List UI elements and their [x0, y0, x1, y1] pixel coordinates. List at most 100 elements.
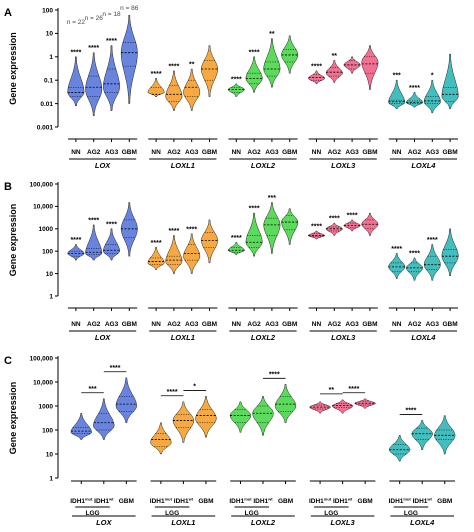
x-tick-label: AG2 — [328, 149, 342, 156]
x-tick-label: GBM — [362, 149, 377, 156]
significance-label: **** — [409, 250, 420, 257]
y-tick-label: 0.01 — [40, 101, 53, 108]
x-tick-label: AG3 — [105, 149, 119, 156]
x-tick-label: IDH1wt — [413, 497, 433, 506]
x-tick-label-superscript: mut — [165, 497, 173, 502]
significance-label: **** — [168, 228, 179, 235]
y-tick-label: 0.1 — [44, 78, 53, 85]
significance-label: **** — [88, 217, 99, 224]
x-tick-label-main: GBM — [278, 498, 293, 505]
x-tick-label-superscript: mut — [244, 497, 252, 502]
x-tick-label-superscript: wt — [347, 497, 353, 502]
y-axis-label: Gene expression — [8, 382, 18, 455]
violin — [354, 398, 376, 409]
violin — [281, 208, 299, 245]
significance-label: **** — [167, 389, 178, 396]
significance-label: **** — [348, 386, 359, 393]
subgroup-label: LGG — [165, 510, 179, 517]
panel-letter: A — [4, 7, 12, 19]
sample-count-label: n = 18 — [102, 11, 121, 18]
x-tick-label-superscript: mut — [403, 497, 411, 502]
x-tick-label-superscript: mut — [324, 497, 332, 502]
violin — [252, 396, 274, 436]
significance-label: **** — [249, 206, 260, 213]
x-tick-label: AG3 — [426, 321, 440, 328]
violin — [245, 56, 263, 93]
group-lox: NN **** AG2 **** AG3 **** GBM LOX — [67, 14, 138, 170]
significance-label: **** — [311, 223, 322, 230]
significance-label: **** — [106, 221, 117, 228]
subgroup-label: LGG — [324, 510, 338, 517]
violin — [120, 14, 138, 104]
x-tick-label-superscript: wt — [426, 497, 432, 502]
violin — [70, 412, 92, 440]
y-axis-label: Gene expression — [8, 32, 18, 105]
y-tick-label: 100 — [42, 249, 53, 256]
gene-label: LOXL2 — [251, 161, 276, 170]
group-loxl3: NN **** AG2 ** AG3 GBM LOXL3 — [308, 45, 379, 170]
x-tick-label: GBM — [202, 149, 217, 156]
significance-label: **** — [231, 235, 242, 242]
x-tick-label: GBM — [122, 321, 137, 328]
gene-label: LOXL2 — [251, 518, 276, 527]
gene-label: LOX — [96, 518, 112, 527]
x-tick-label: NN — [312, 321, 322, 328]
x-tick-label: AG3 — [265, 321, 279, 328]
significance-label: * — [193, 383, 196, 390]
gene-label: LOXL4 — [411, 333, 436, 342]
x-tick-label: AG2 — [408, 149, 422, 156]
violin — [309, 401, 331, 414]
subgroup-label: LGG — [245, 510, 259, 517]
significance-label: **** — [329, 216, 340, 223]
violin — [85, 52, 103, 117]
gene-label: LOXL1 — [171, 333, 195, 342]
x-tick-label: GBM — [443, 321, 458, 328]
violin — [147, 247, 165, 270]
group-loxl2: NN **** AG2 **** AG3 ** GBM LOXL2 — [227, 31, 299, 170]
violin — [281, 35, 299, 74]
subgroup-label: LGG — [404, 510, 418, 517]
violin — [411, 420, 433, 451]
y-tick-label: 100,000 — [30, 181, 54, 188]
y-tick-label: 100 — [42, 427, 53, 434]
significance-label: **** — [151, 71, 162, 78]
violin — [423, 79, 441, 114]
violin — [227, 83, 245, 97]
violin — [165, 235, 183, 274]
violin — [67, 56, 85, 107]
subgroup-label: LGG — [85, 510, 99, 517]
significance-label: **** — [231, 76, 242, 83]
gene-label: LOXL1 — [171, 161, 195, 170]
x-tick-label: IDH1wt — [174, 497, 194, 506]
violin — [325, 222, 343, 236]
violin — [331, 399, 354, 414]
significance-label: **** — [427, 237, 438, 244]
significance-label: **** — [405, 407, 416, 414]
violin — [325, 60, 343, 83]
violin — [434, 415, 456, 455]
x-tick-label: AG2 — [167, 149, 181, 156]
violin — [67, 244, 85, 261]
significance-label: **** — [249, 49, 260, 56]
violin — [361, 45, 379, 90]
x-tick-label: IDH1mut — [389, 497, 412, 506]
violin — [150, 422, 172, 455]
y-tick-label: 100,000 — [30, 355, 54, 362]
x-tick-label: NN — [71, 149, 81, 156]
x-tick-label-main: IDH1 — [174, 498, 189, 505]
x-tick-label-main: IDH1 — [70, 498, 85, 505]
violin — [165, 70, 183, 111]
x-tick-label: NN — [392, 149, 402, 156]
violin — [441, 53, 459, 110]
gene-label: LOXL4 — [410, 518, 435, 527]
panel-letter: B — [4, 181, 12, 193]
y-tick-label: 1 — [49, 54, 53, 61]
group-loxl1: NN **** AG2 **** AG3 ** GBM LOXL1 — [147, 45, 218, 170]
significance-label: **** — [391, 246, 402, 253]
x-tick-label: IDH1wt — [333, 497, 353, 506]
x-tick-label: NN — [232, 321, 242, 328]
